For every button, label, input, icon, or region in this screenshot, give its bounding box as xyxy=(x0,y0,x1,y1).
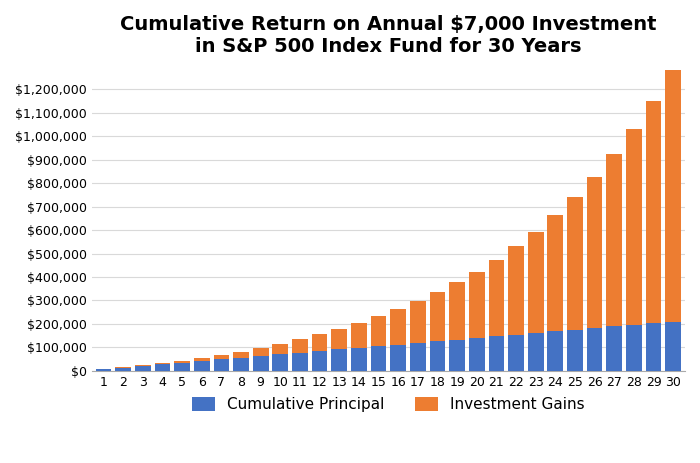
Bar xyxy=(253,356,269,371)
Bar xyxy=(410,301,426,343)
Bar xyxy=(391,309,406,344)
Bar xyxy=(666,322,681,371)
Bar xyxy=(174,363,190,371)
Bar xyxy=(214,355,229,359)
Bar xyxy=(351,323,367,348)
Bar xyxy=(331,329,347,350)
Bar xyxy=(626,325,642,371)
Bar xyxy=(135,365,150,366)
Bar xyxy=(666,70,681,322)
Bar xyxy=(606,154,622,326)
Bar xyxy=(371,346,386,371)
Bar xyxy=(430,292,445,341)
Bar xyxy=(371,316,386,346)
Bar xyxy=(174,361,190,363)
Bar xyxy=(214,359,229,371)
Bar xyxy=(489,336,504,371)
Bar xyxy=(272,354,288,371)
Bar xyxy=(155,364,170,371)
Bar xyxy=(469,338,484,371)
Bar xyxy=(469,272,484,338)
Bar xyxy=(567,330,583,371)
Bar xyxy=(312,334,328,351)
Bar xyxy=(547,332,564,371)
Bar xyxy=(606,326,622,371)
Bar xyxy=(645,101,661,323)
Bar xyxy=(272,344,288,354)
Bar xyxy=(410,343,426,371)
Bar xyxy=(587,328,603,371)
Bar xyxy=(449,282,465,340)
Bar xyxy=(331,350,347,371)
Title: Cumulative Return on Annual $7,000 Investment
in S&P 500 Index Fund for 30 Years: Cumulative Return on Annual $7,000 Inves… xyxy=(120,15,657,56)
Bar xyxy=(508,335,524,371)
Bar xyxy=(528,333,544,371)
Bar xyxy=(135,366,150,371)
Bar xyxy=(391,344,406,371)
Bar xyxy=(626,129,642,325)
Bar xyxy=(351,348,367,371)
Bar xyxy=(194,358,209,361)
Bar xyxy=(292,353,308,371)
Bar xyxy=(645,323,661,371)
Bar xyxy=(508,246,524,335)
Bar xyxy=(528,232,544,333)
Bar xyxy=(547,215,564,332)
Legend: Cumulative Principal, Investment Gains: Cumulative Principal, Investment Gains xyxy=(192,397,584,412)
Bar xyxy=(312,351,328,371)
Bar xyxy=(96,369,111,371)
Bar xyxy=(567,197,583,330)
Bar xyxy=(233,351,249,358)
Bar xyxy=(233,358,249,371)
Bar xyxy=(430,341,445,371)
Bar xyxy=(194,361,209,371)
Bar xyxy=(587,177,603,328)
Bar xyxy=(489,260,504,336)
Bar xyxy=(253,348,269,356)
Bar xyxy=(155,363,170,364)
Bar xyxy=(116,368,131,371)
Bar xyxy=(292,339,308,353)
Bar xyxy=(449,340,465,371)
